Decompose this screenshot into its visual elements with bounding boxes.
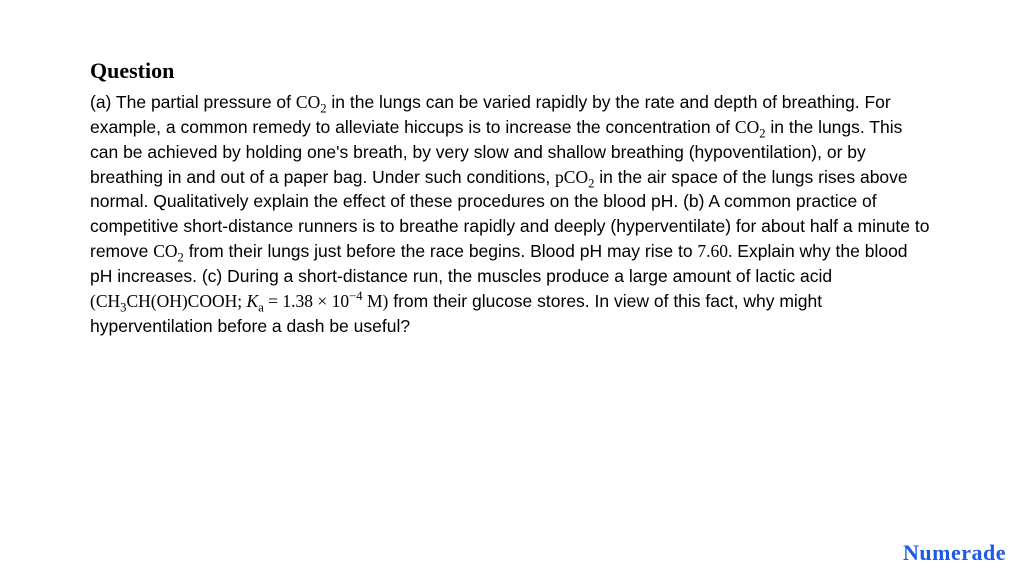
formula-open: (CH: [90, 291, 120, 311]
brand-logo: Numerade: [903, 540, 1006, 566]
formula-pco2: pCO2: [555, 167, 594, 187]
value-7-60: 7.60.: [697, 241, 732, 261]
formula-co2: CO2: [296, 92, 327, 112]
text-segment: (a) The partial pressure of: [90, 92, 296, 112]
co2-base: CO: [296, 92, 320, 112]
text-segment: from their lungs just before the race be…: [184, 241, 698, 261]
ka-value: = 1.38 × 10: [264, 291, 349, 311]
pco2-base: pCO: [555, 167, 588, 187]
formula-lactic-acid: (CH3CH(OH)COOH; Ka = 1.38 × 10−4 M): [90, 291, 388, 311]
co2-base: CO: [153, 241, 177, 261]
ka-symbol: K: [247, 291, 259, 311]
question-container: Question (a) The partial pressure of CO2…: [0, 0, 1024, 338]
formula-mid: CH(OH)COOH;: [126, 291, 246, 311]
formula-co2: CO2: [735, 117, 766, 137]
question-heading: Question: [90, 58, 934, 84]
question-body: (a) The partial pressure of CO2 in the l…: [90, 90, 934, 338]
formula-close: M): [363, 291, 389, 311]
co2-base: CO: [735, 117, 759, 137]
exponent-neg4: −4: [349, 289, 362, 303]
formula-co2: CO2: [153, 241, 184, 261]
